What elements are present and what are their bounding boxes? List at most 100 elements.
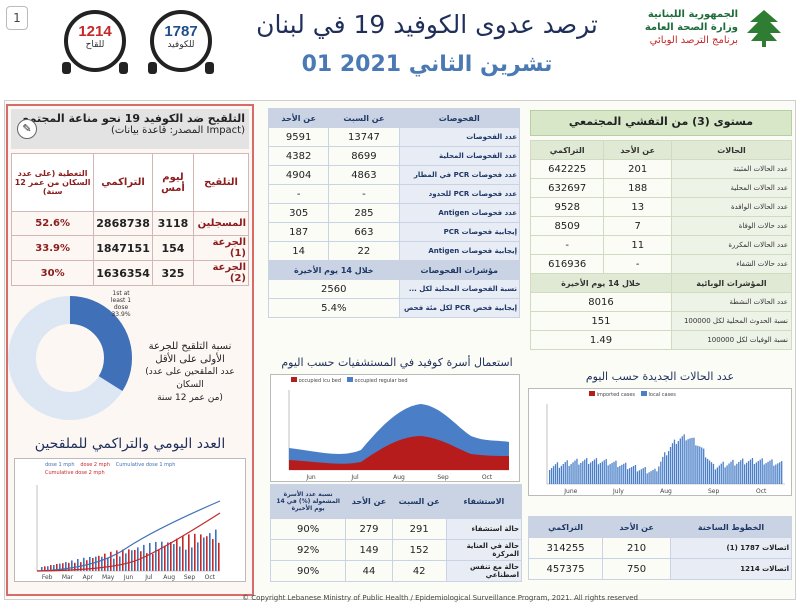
daily-vaccination-bar: [188, 534, 190, 571]
daily-case-bar: [627, 469, 629, 484]
daily-vaccination-bar: [191, 547, 193, 571]
cell-value: 151: [530, 311, 672, 331]
cell-value: 9591: [267, 127, 330, 147]
table-row: اتصالات 1787 (1) 210 314255: [527, 537, 792, 559]
caption-line: نسبة التلقيح للجرعة: [148, 341, 232, 352]
daily-vaccination-bar: [95, 556, 97, 571]
legend-item: Cumulative dose 2 mph: [45, 470, 105, 476]
cell-value: 1.49: [530, 330, 672, 350]
tests-table: الفحوصات عن السبت عن الأحد عدد الفحوصات 1…: [267, 108, 521, 318]
table-row: عدد الحالات الوافدة 13 9528: [529, 197, 793, 217]
daily-case-bar: [595, 458, 598, 484]
daily-case-bar: [757, 461, 759, 484]
cell-value: 7: [603, 216, 672, 236]
daily-vaccination-bar: [92, 558, 94, 571]
row-label: الجرعة (2): [193, 260, 249, 286]
daily-case-bar: [591, 461, 594, 484]
daily-case-bar: [675, 443, 678, 484]
hotline-table: الخطوط الساخنة عن الأحد التراكمي اتصالات…: [527, 516, 792, 580]
caption-line: الأولى على الأقل: [155, 354, 225, 365]
daily-case-bar: [671, 443, 674, 484]
headset-icon: [62, 62, 71, 74]
table-header: الاستشفاء: [445, 484, 523, 519]
table-header: خلال 14 يوم الأخيرة: [268, 260, 400, 280]
daily-case-bar: [609, 464, 611, 484]
daily-vaccination-bar: [149, 543, 151, 571]
table-row: الجرعة (1) 154 1847151 33.9%: [10, 235, 249, 261]
cell-value: 291: [391, 518, 447, 540]
row-label: إيجابية فحوصات Antigen: [398, 241, 521, 261]
table-row: عدد الحالات المحلية 188 632697: [529, 178, 793, 198]
row-label: عدد فحوصات Antigen: [398, 203, 521, 223]
daily-case-bar: [568, 465, 570, 484]
row-label: عدد الحالات النشطة: [670, 292, 793, 312]
daily-case-bar: [775, 464, 777, 484]
hotline-label: للكوفيد: [167, 40, 195, 50]
legend-item: local cases: [640, 391, 676, 399]
table-header: مؤشرات الفحوصات: [398, 260, 521, 280]
daily-vaccination-bar: [206, 536, 208, 571]
new-cases-chart: imported cases local cases June July Aug Se…: [528, 388, 792, 496]
cell-value: 210: [602, 537, 672, 559]
daily-vaccination-bar: [194, 533, 196, 571]
chart-legend: occupied icu bed occupied regular bed: [271, 375, 519, 386]
row-label: حالة استشفاء: [445, 518, 523, 540]
table-header: عن الأحد: [602, 516, 672, 538]
cell-value: 4863: [328, 165, 400, 185]
daily-case-bar: [714, 469, 717, 484]
daily-vaccination-bar: [143, 544, 145, 571]
daily-case-bar: [560, 465, 562, 484]
cell-value: 305: [267, 203, 330, 223]
daily-case-bar: [699, 446, 701, 484]
row-label: عدد الفحوصات المحلية: [398, 146, 521, 166]
row-label: عدد الحالات المحلية: [670, 178, 793, 198]
row-label: عدد حالات الشفاء: [670, 254, 793, 274]
month-tick-label: Oct: [482, 474, 493, 481]
cell-value: 188: [603, 178, 672, 198]
legend-item: Cumulative dose 1 mph: [115, 462, 176, 468]
daily-vaccination-bar: [173, 544, 175, 571]
daily-case-bar: [761, 458, 763, 484]
hospitalization-table: الاستشفاء عن السبت عن الأحد نسبة عدد الأ…: [269, 484, 523, 582]
daily-vaccination-bar: [152, 553, 154, 571]
daily-case-bar: [679, 438, 681, 484]
daily-case-bar: [549, 470, 551, 484]
daily-vaccination-bar: [179, 546, 181, 571]
daily-case-bar: [574, 460, 576, 484]
table-row: عدد فحوصات PCR في المطار 4863 4904: [267, 165, 521, 185]
logo-line: برنامج الترصد الوبائي: [649, 35, 738, 46]
row-label: عدد الحالات المكررة: [670, 235, 793, 255]
daily-case-bar: [572, 462, 574, 484]
page-title: ترصد عدوى الكوفيد 19 في لبنان: [256, 10, 598, 39]
vaccination-bar-title: العدد اليومي والتراكمي للملقحين: [34, 436, 226, 452]
row-label: اتصالات 1787 (1): [670, 537, 792, 559]
daily-vaccination-bar: [164, 545, 166, 571]
daily-vaccination-bar: [83, 557, 85, 571]
daily-case-bar: [769, 460, 771, 484]
daily-case-bar: [566, 460, 568, 484]
daily-vaccination-bar: [185, 549, 187, 571]
daily-case-bar: [695, 445, 697, 484]
cell-value: 42: [391, 560, 447, 582]
table-row: حالة مع تنفس اصطناعي 42 44 90%: [269, 560, 523, 582]
daily-vaccination-bar: [107, 557, 109, 571]
table-row: عدد حالات الوفاة 7 8509: [529, 216, 793, 236]
daily-case-bar: [662, 456, 664, 484]
cell-value: 13747: [328, 127, 400, 147]
table-header: عن الأحد: [345, 484, 393, 519]
cell-value: 4904: [267, 165, 330, 185]
daily-case-bar: [601, 461, 603, 484]
cell-value: 13: [603, 197, 672, 217]
cell-value: 33.9%: [10, 235, 95, 261]
daily-case-bar: [648, 472, 650, 484]
cell-value: 1847151: [93, 235, 153, 261]
daily-vaccination-bar: [161, 541, 163, 571]
cell-value: 154: [151, 235, 195, 261]
cell-value: -: [328, 184, 400, 204]
daily-case-bar: [691, 437, 693, 484]
daily-vaccination-bar: [146, 553, 148, 571]
daily-case-bar: [716, 467, 718, 484]
month-tick-label: Jun: [123, 574, 134, 581]
cell-value: 632697: [529, 178, 605, 198]
daily-case-bar: [763, 464, 765, 484]
